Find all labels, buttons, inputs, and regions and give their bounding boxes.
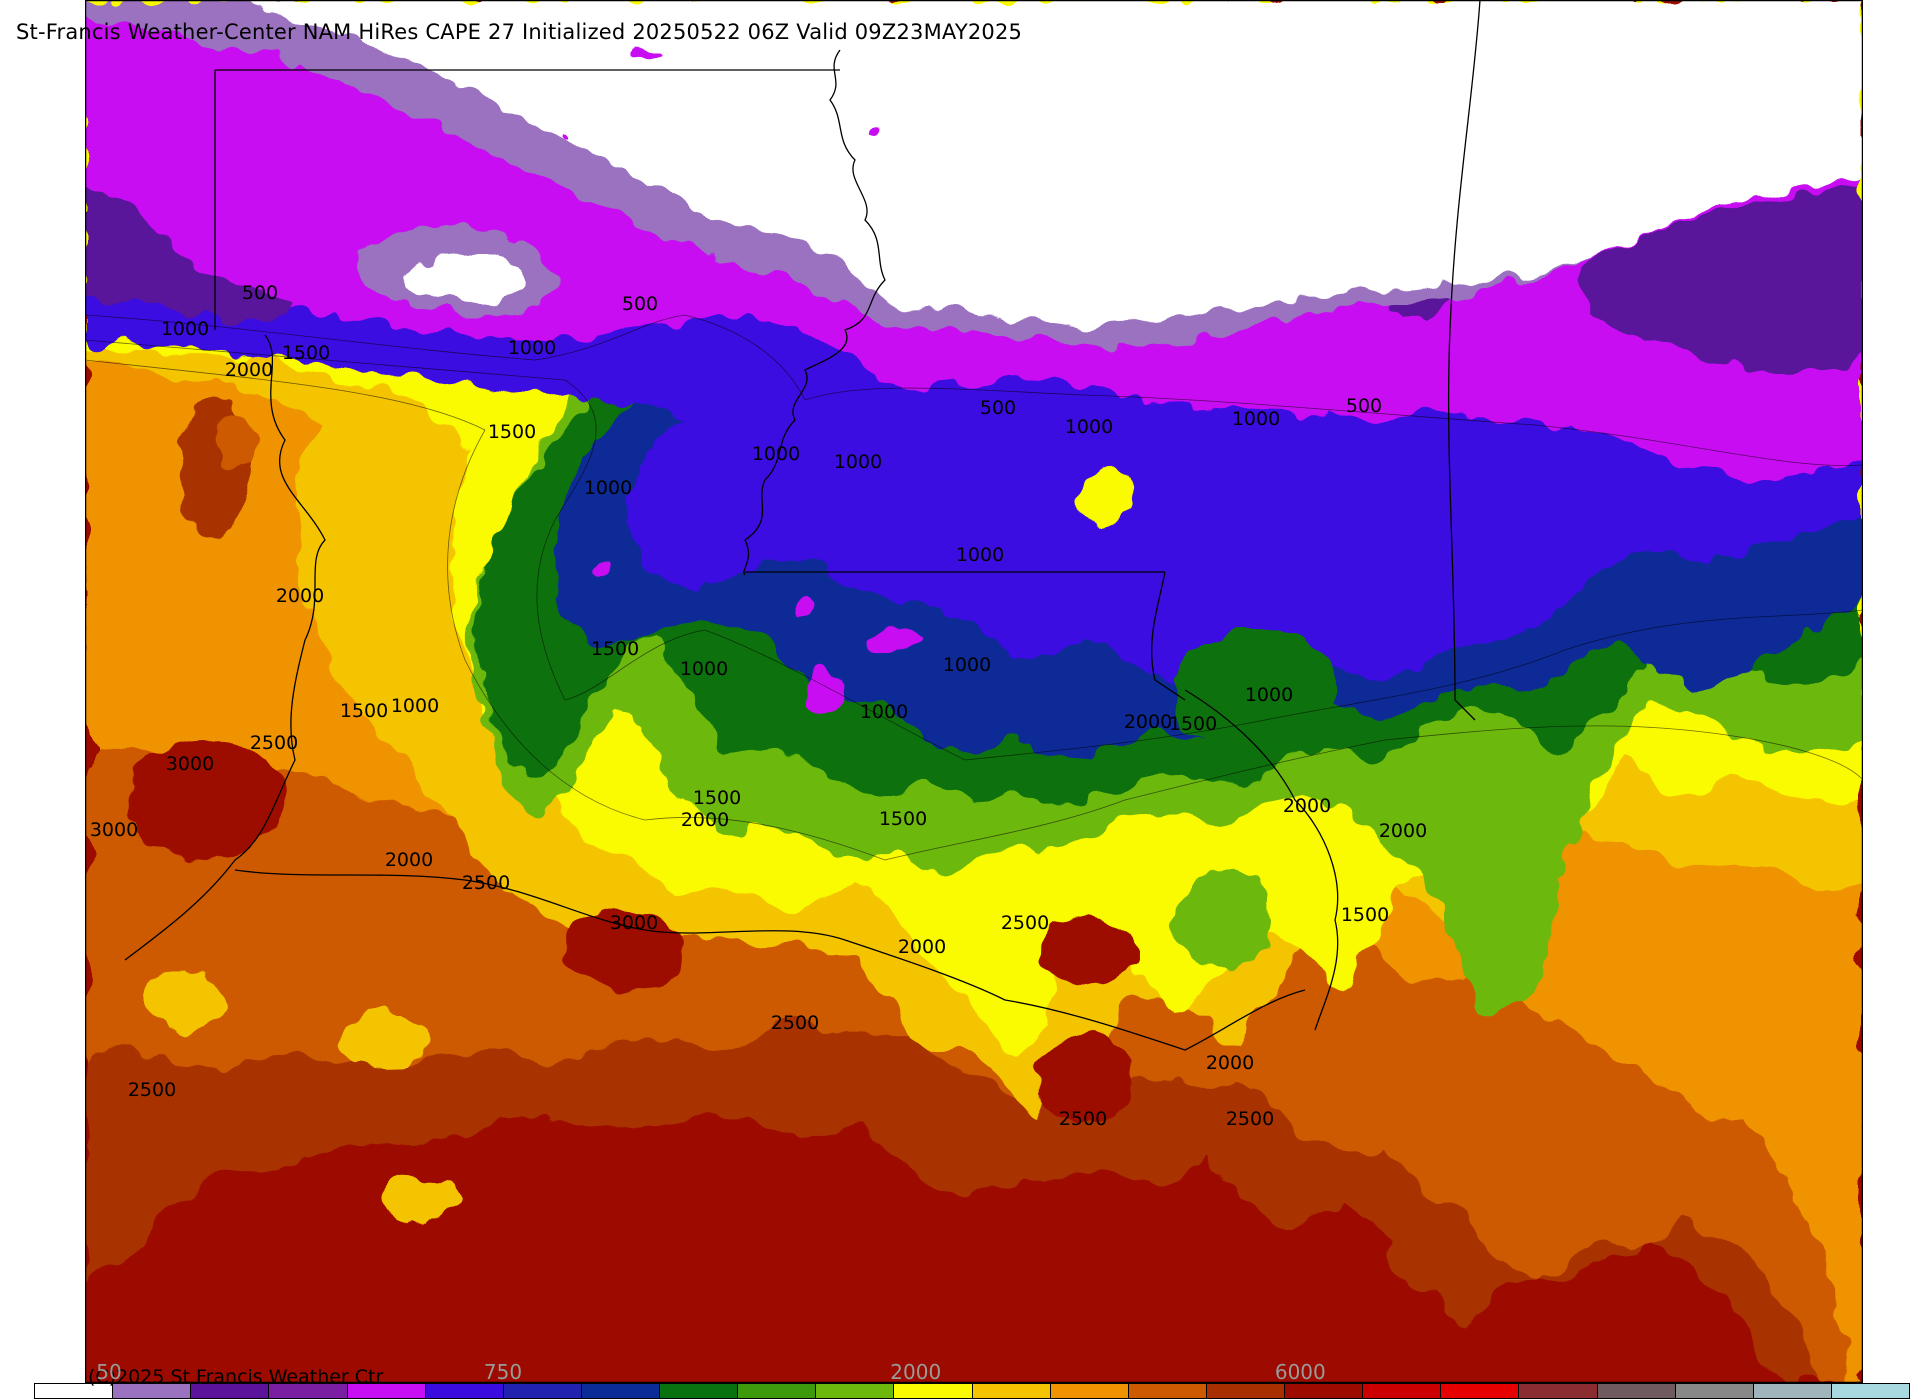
- contour-label: 1000: [956, 544, 1004, 566]
- contour-label: 2500: [1001, 912, 1049, 934]
- contour-label: 1500: [488, 421, 536, 443]
- color-scale-label: 50: [96, 1360, 122, 1384]
- map-title: St-Francis Weather-Center NAM HiRes CAPE…: [16, 20, 1023, 44]
- contour-label: 1000: [391, 695, 439, 717]
- cape-fill-layers: 500 500 500 500 1000 1000 1000 1000 1000 1000 1000…: [85, 0, 1863, 1383]
- contour-label: 1000: [680, 658, 728, 680]
- contour-label: 2500: [250, 732, 298, 754]
- contour-label: 1500: [1341, 904, 1389, 926]
- contour-label: 1000: [1245, 684, 1293, 706]
- cape-lobe-white: [404, 250, 526, 304]
- contour-label: 1000: [584, 477, 632, 499]
- color-scale-swatch: [1049, 1384, 1128, 1398]
- contour-label: 1000: [752, 443, 800, 465]
- color-scale-bar: [34, 1383, 1910, 1399]
- cape-cells: [125, 49, 1565, 1225]
- color-scale-label: 2000: [890, 1360, 942, 1384]
- color-scale-swatch: [1440, 1384, 1519, 1398]
- color-scale: 50 750 2000 6000: [34, 1360, 1910, 1400]
- color-scale-swatch: [580, 1384, 659, 1398]
- color-scale-swatch: [268, 1384, 347, 1398]
- cape-band-white: [245, 0, 1863, 327]
- contour-label: 2000: [1124, 711, 1172, 733]
- color-scale-swatch: [1518, 1384, 1597, 1398]
- color-scale-swatch: [112, 1384, 191, 1398]
- color-scale-swatch: [424, 1384, 503, 1398]
- contour-label: 1000: [1065, 416, 1113, 438]
- color-scale-swatch: [893, 1384, 972, 1398]
- contour-label: 1500: [282, 342, 330, 364]
- cape-map: 500 500 500 500 1000 1000 1000 1000 1000 1000 1000…: [85, 0, 1863, 1383]
- contour-label: 1000: [834, 451, 882, 473]
- contour-label: 2000: [385, 849, 433, 871]
- color-scale-swatch: [815, 1384, 894, 1398]
- contour-label: 1000: [943, 654, 991, 676]
- color-scale-swatch: [1596, 1384, 1675, 1398]
- contour-label: 3000: [610, 912, 658, 934]
- state-borders: [124, 0, 1481, 1051]
- contour-lines: [85, 314, 1863, 861]
- contour-labels: 500 500 500 500 1000 1000 1000 1000 1000 1000 1000…: [90, 282, 1427, 1130]
- color-scale-swatch: [346, 1384, 425, 1398]
- contour-label: 2000: [1206, 1052, 1254, 1074]
- contour-label: 2500: [1059, 1108, 1107, 1130]
- contour-label: 500: [980, 397, 1016, 419]
- color-scale-swatch: [1205, 1384, 1284, 1398]
- contour-label: 500: [242, 282, 278, 304]
- color-scale-swatch: [1127, 1384, 1206, 1398]
- color-scale-label: 6000: [1274, 1360, 1326, 1384]
- contour-label: 2500: [462, 872, 510, 894]
- contour-label: 1500: [1169, 713, 1217, 735]
- contour-label: 1000: [1232, 408, 1280, 430]
- contour-label: 3000: [90, 819, 138, 841]
- contour-label: 3000: [166, 753, 214, 775]
- color-scale-swatch: [502, 1384, 581, 1398]
- color-scale-swatch: [190, 1384, 269, 1398]
- color-scale-label: 750: [483, 1360, 523, 1384]
- color-scale-swatch: [737, 1384, 816, 1398]
- contour-label: 2500: [128, 1079, 176, 1101]
- contour-label: 500: [622, 293, 658, 315]
- contour-label: 1000: [161, 318, 209, 340]
- contour-label: 2000: [681, 809, 729, 831]
- color-scale-swatch: [971, 1384, 1050, 1398]
- contour-label: 2500: [1226, 1108, 1274, 1130]
- contour-label: 2500: [771, 1012, 819, 1034]
- contour-label: 1500: [879, 808, 927, 830]
- contour-label: 2000: [1379, 820, 1427, 842]
- color-scale-swatch: [1362, 1384, 1441, 1398]
- cape-band-darkviolet: [85, 180, 291, 323]
- cape-map-svg: 500 500 500 500 1000 1000 1000 1000 1000 1000 1000…: [85, 0, 1863, 1383]
- contour-label: 500: [1346, 395, 1382, 417]
- contour-label: 1000: [860, 701, 908, 723]
- contour-label: 2000: [276, 585, 324, 607]
- contour-label: 1500: [591, 638, 639, 660]
- contour-label: 1500: [340, 700, 388, 722]
- cape-band-darkviolet-east: [1577, 185, 1863, 375]
- contour-label: 2000: [898, 936, 946, 958]
- copyright-text: (C)2025 St Francis Weather Ctr: [88, 1366, 384, 1388]
- map-frame: [85, 0, 1863, 1383]
- color-scale-swatch: [1674, 1384, 1753, 1398]
- contour-label: 2000: [1283, 795, 1331, 817]
- color-scale-swatch: [1830, 1384, 1909, 1398]
- color-scale-swatch: [659, 1384, 738, 1398]
- color-scale-swatch: [1752, 1384, 1831, 1398]
- contour-label: 1000: [508, 337, 556, 359]
- color-scale-swatch: [35, 1384, 113, 1398]
- contour-label: 1500: [693, 787, 741, 809]
- contour-label: 2000: [225, 359, 273, 381]
- color-scale-swatch: [1284, 1384, 1363, 1398]
